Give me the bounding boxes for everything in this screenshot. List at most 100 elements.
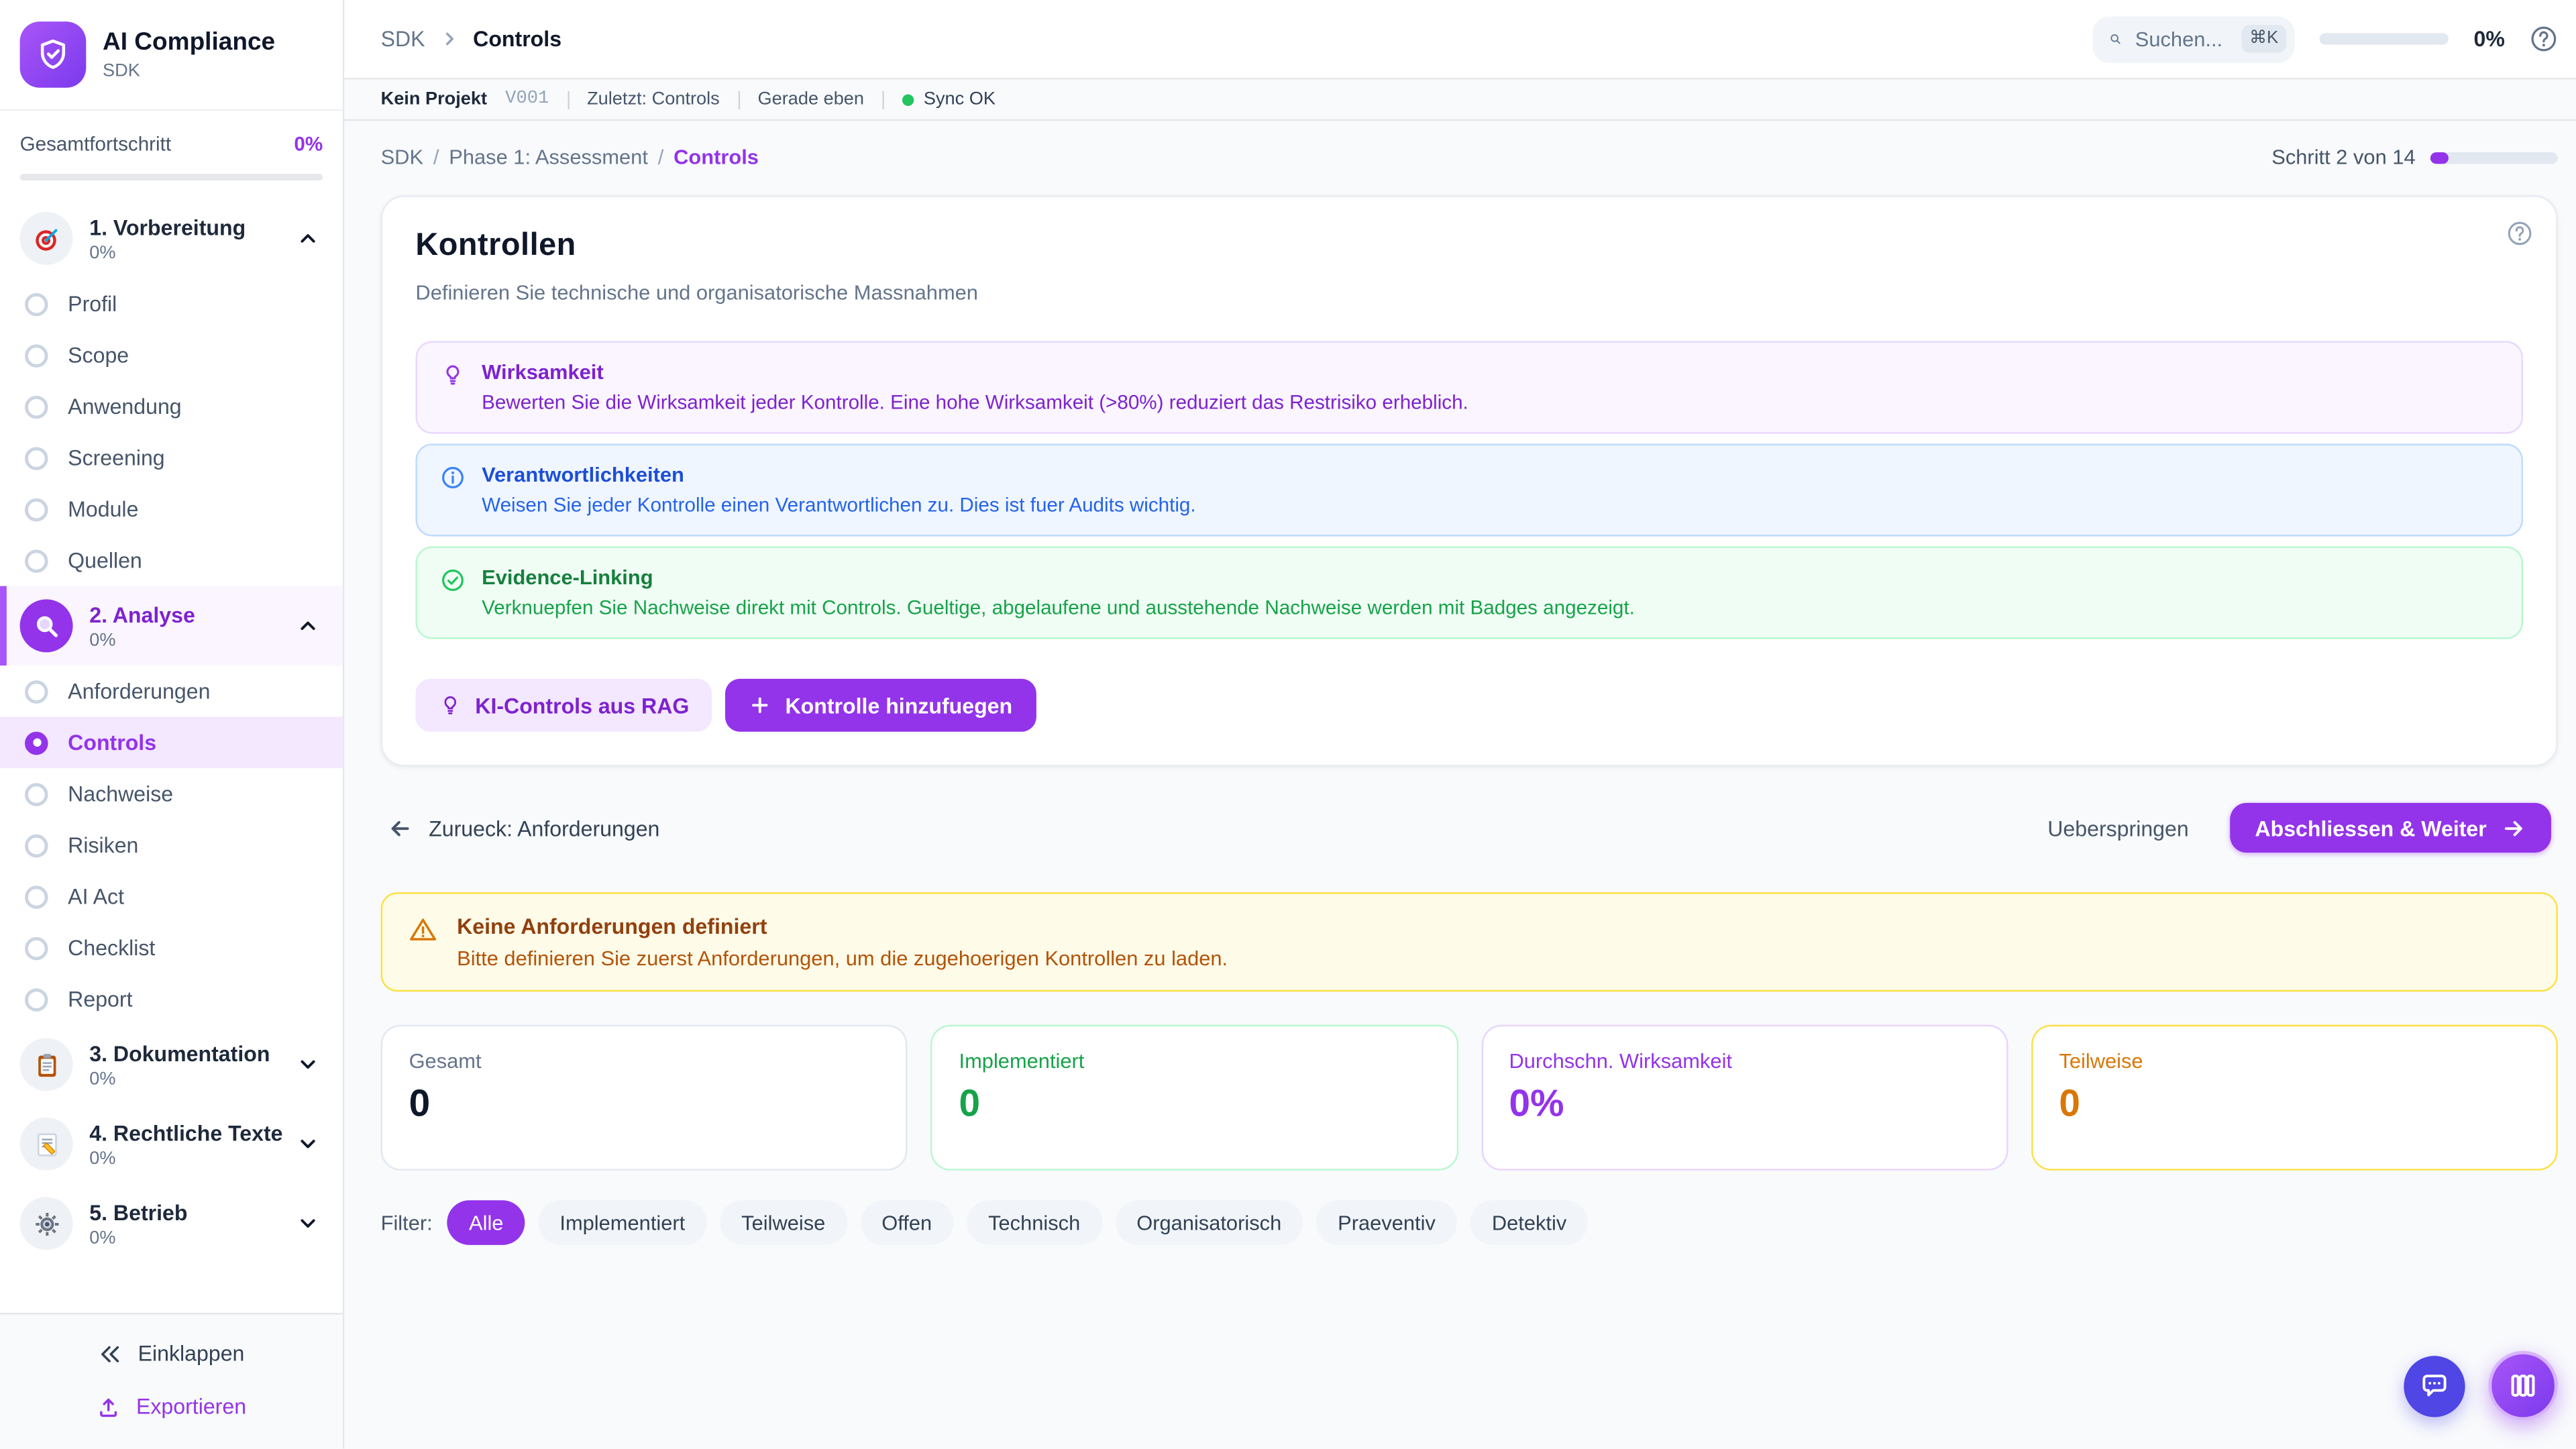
filter-chip-alle[interactable]: Alle bbox=[447, 1200, 525, 1245]
filter-chip-teilweise[interactable]: Teilweise bbox=[720, 1200, 847, 1245]
filter-chip-detektiv[interactable]: Detektiv bbox=[1470, 1200, 1589, 1245]
double-chevron-left-icon bbox=[101, 1345, 119, 1362]
filter-chip-organisatorisch[interactable]: Organisatorisch bbox=[1115, 1200, 1303, 1245]
filter-chip-implementiert[interactable]: Implementiert bbox=[538, 1200, 707, 1245]
info-box-title: Evidence-Linking bbox=[482, 566, 653, 590]
step-radio-icon bbox=[25, 497, 48, 521]
sync-ok-dot-icon bbox=[902, 93, 914, 105]
help-button[interactable] bbox=[2530, 25, 2558, 53]
chat-bubble-icon bbox=[2422, 1374, 2447, 1396]
step-radio-icon bbox=[25, 782, 48, 806]
info-box-title: Wirksamkeit bbox=[482, 360, 604, 384]
stat-label: Gesamt bbox=[409, 1049, 482, 1073]
stats-grid: Gesamt 0 Implementiert 0 Durchschn. Wirk… bbox=[380, 1024, 2558, 1171]
sidebar-item-ai-act[interactable]: AI Act bbox=[0, 871, 343, 922]
main-area: SDK Controls ⌘K 0% Kein Projekt V001 bbox=[344, 0, 2576, 1449]
columns-icon bbox=[2511, 1375, 2535, 1397]
stat-value: 0 bbox=[2059, 1081, 2080, 1124]
sidebar-item-label: Module bbox=[68, 496, 139, 522]
skip-button[interactable]: Ueberspringen bbox=[2047, 815, 2189, 841]
page-crumb-1[interactable]: SDK bbox=[380, 146, 424, 169]
back-button[interactable]: Zurueck: Anforderungen bbox=[387, 815, 659, 840]
page-crumb-2[interactable]: Phase 1: Assessment bbox=[449, 146, 648, 169]
filter-chip-praeventiv[interactable]: Praeventiv bbox=[1316, 1200, 1457, 1245]
sidebar-item-nachweise[interactable]: Nachweise bbox=[0, 768, 343, 820]
collapse-sidebar-button[interactable]: Einklappen bbox=[85, 1333, 258, 1375]
stat-label: Durchschn. Wirksamkeit bbox=[1509, 1049, 1733, 1073]
sidebar-item-quellen[interactable]: Quellen bbox=[0, 535, 343, 586]
info-box-body: Bewerten Sie die Wirksamkeit jeder Kontr… bbox=[482, 390, 1468, 414]
sidebar-item-anforderungen[interactable]: Anforderungen bbox=[0, 665, 343, 717]
sidebar-item-scope[interactable]: Scope bbox=[0, 329, 343, 381]
sync-status: Sync OK bbox=[902, 89, 996, 109]
ai-controls-button[interactable]: KI-Controls aus RAG bbox=[415, 678, 712, 732]
section-label: 3. Dokumentation bbox=[89, 1040, 270, 1066]
sidebar-item-controls[interactable]: Controls bbox=[0, 716, 343, 769]
board-view-fab[interactable] bbox=[2488, 1350, 2558, 1421]
warning-body: Bitte definieren Sie zuerst Anforderunge… bbox=[457, 947, 1228, 971]
overall-progress-label: Gesamtfortschritt bbox=[19, 132, 172, 156]
chevron-icon bbox=[297, 1053, 320, 1077]
sidebar-nav: 1. Vorbereitung 0% Profil Scope bbox=[0, 199, 343, 1313]
sidebar-item-anwendung[interactable]: Anwendung bbox=[0, 381, 343, 433]
sidebar-section-2-analyse[interactable]: 2. Analyse 0% bbox=[0, 586, 343, 666]
section-label: 1. Vorbereitung bbox=[89, 214, 246, 239]
sidebar-section-5-betrieb[interactable]: 5. Betrieb 0% bbox=[0, 1184, 343, 1263]
sidebar-item-module[interactable]: Module bbox=[0, 484, 343, 535]
add-control-button[interactable]: Kontrolle hinzufuegen bbox=[725, 678, 1036, 732]
app-title: AI Compliance bbox=[103, 28, 276, 57]
sidebar-section-1-vorbereitung[interactable]: 1. Vorbereitung 0% bbox=[0, 199, 343, 278]
step-progress-bar bbox=[2430, 151, 2558, 164]
sidebar-item-label: Screening bbox=[68, 445, 165, 470]
breadcrumb: SDK Controls bbox=[381, 26, 561, 51]
sidebar-section-4-rechtliche-texte[interactable]: 4. Rechtliche Texte 0% bbox=[0, 1104, 343, 1183]
info-icon bbox=[440, 465, 465, 490]
status-bar: Kein Projekt V001 Zuletzt: Controls Gera… bbox=[344, 79, 2576, 121]
export-button[interactable]: Exportieren bbox=[83, 1386, 260, 1428]
filter-chip-technisch[interactable]: Technisch bbox=[967, 1200, 1102, 1245]
sidebar-item-screening[interactable]: Screening bbox=[0, 432, 343, 484]
step-radio-icon bbox=[25, 885, 48, 908]
check-icon bbox=[440, 568, 465, 592]
search-shortcut-badge: ⌘K bbox=[2241, 25, 2287, 53]
step-radio-icon bbox=[25, 833, 48, 857]
filter-chip-offen[interactable]: Offen bbox=[860, 1200, 954, 1245]
sidebar-item-report[interactable]: Report bbox=[0, 973, 343, 1025]
finish-next-button[interactable]: Abschliessen & Weiter bbox=[2230, 802, 2551, 853]
info-box-title: Verantwortlichkeiten bbox=[482, 464, 684, 487]
project-name: Kein Projekt bbox=[380, 89, 488, 109]
step-label: Schritt 2 von 14 bbox=[2271, 146, 2416, 169]
search-input[interactable] bbox=[2135, 27, 2228, 51]
warning-banner: Keine Anforderungen definiert Bitte defi… bbox=[380, 892, 2558, 992]
sidebar-item-risiken[interactable]: Risiken bbox=[0, 820, 343, 871]
card-help-button[interactable] bbox=[2506, 220, 2532, 246]
chevron-icon bbox=[297, 614, 320, 638]
info-box-list: Wirksamkeit Bewerten Sie die Wirksamkeit… bbox=[415, 341, 2524, 639]
chat-fab[interactable] bbox=[2404, 1354, 2465, 1417]
page-subtitle: Definieren Sie technische und organisato… bbox=[415, 281, 978, 305]
stat-label: Teilweise bbox=[2059, 1049, 2143, 1073]
gear-icon bbox=[19, 1197, 73, 1250]
sidebar-item-checklist[interactable]: Checklist bbox=[0, 922, 343, 974]
info-box-verantwortlichkeiten: Verantwortlichkeiten Weisen Sie jeder Ko… bbox=[415, 443, 2524, 537]
section-percent: 0% bbox=[89, 242, 116, 263]
step-radio-icon bbox=[25, 394, 48, 419]
step-radio-icon bbox=[25, 549, 48, 572]
section-percent: 0% bbox=[89, 1227, 116, 1248]
section-label: 5. Betrieb bbox=[89, 1199, 188, 1224]
search-input-wrapper[interactable]: ⌘K bbox=[2092, 15, 2295, 62]
info-box-body: Verknuepfen Sie Nachweise direkt mit Con… bbox=[482, 596, 1635, 619]
chevron-icon bbox=[297, 227, 320, 250]
sidebar-item-label: AI Act bbox=[68, 883, 125, 909]
sidebar-item-label: Anwendung bbox=[68, 394, 182, 419]
sidebar-section-3-dokumentation[interactable]: 3. Dokumentation 0% bbox=[0, 1025, 343, 1104]
arrow-right-icon bbox=[2504, 820, 2522, 836]
page-crumb-current: Controls bbox=[674, 146, 759, 169]
chevron-icon bbox=[297, 1212, 320, 1235]
chevron-right-icon bbox=[445, 32, 453, 46]
lightbulb-icon bbox=[444, 696, 457, 714]
breadcrumb-root[interactable]: SDK bbox=[380, 26, 425, 52]
sidebar-item-profil[interactable]: Profil bbox=[0, 278, 343, 330]
stat-value: 0 bbox=[959, 1081, 981, 1124]
